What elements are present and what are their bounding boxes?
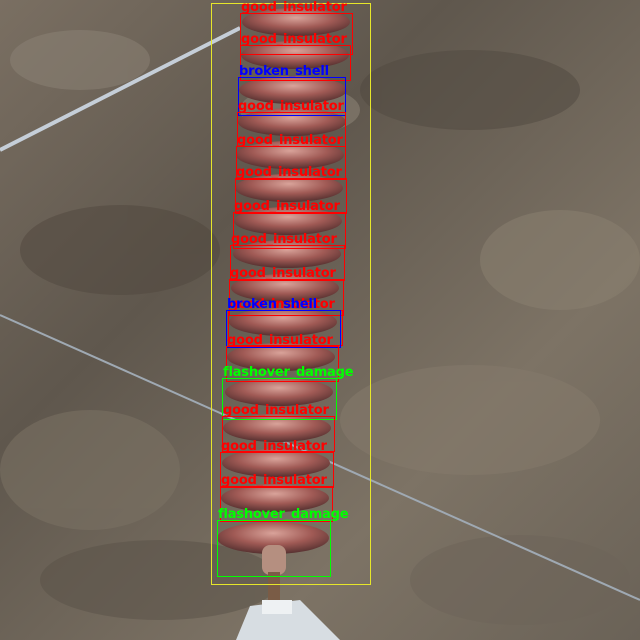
detection-box-string bbox=[211, 3, 371, 585]
detection-box-good-insulator bbox=[236, 146, 346, 180]
detection-label: flashover_damage bbox=[218, 507, 349, 522]
power-line-upper bbox=[0, 26, 241, 152]
detection-label: good_insulator bbox=[236, 165, 342, 180]
detection-label: good_insulator bbox=[229, 297, 335, 312]
detection-label: good_insulator bbox=[238, 99, 344, 114]
detection-box-good-insulator bbox=[220, 452, 334, 488]
detection-label: flashover_damage bbox=[223, 365, 354, 380]
detection-box-good-insulator bbox=[226, 346, 339, 382]
detection-label: good_insulator bbox=[227, 333, 333, 348]
detection-box-good-insulator bbox=[229, 279, 344, 316]
detection-label: good_insulator bbox=[241, 32, 347, 47]
detection-label: good_insulator bbox=[221, 439, 327, 454]
detection-label: broken_shell bbox=[239, 64, 329, 79]
detection-box-good-insulator bbox=[235, 178, 347, 214]
detection-label: good_insulator bbox=[241, 0, 347, 15]
detection-box-flashover-damage bbox=[217, 520, 331, 577]
detection-label: good_insulator bbox=[231, 232, 337, 247]
detection-label: good_insulator bbox=[221, 473, 327, 488]
detection-box-good-insulator bbox=[230, 245, 345, 281]
detection-box-good-insulator bbox=[240, 45, 351, 81]
detection-box-good-insulator bbox=[222, 416, 335, 452]
detection-box-good-insulator bbox=[240, 13, 353, 55]
detection-label: good_insulator bbox=[237, 133, 343, 148]
detection-label: good_insulator bbox=[223, 403, 329, 418]
detection-box-broken-shell bbox=[226, 310, 341, 348]
detection-box-good-insulator bbox=[233, 212, 346, 249]
detection-label: good_insulator bbox=[230, 266, 336, 281]
detection-label: broken_shell bbox=[227, 297, 317, 312]
detection-box-good-insulator bbox=[220, 486, 333, 522]
detection-box-flashover-damage bbox=[222, 378, 337, 420]
fitting-hardware bbox=[236, 545, 340, 640]
detection-box-broken-shell bbox=[238, 77, 346, 116]
detection-label: good_insulator bbox=[234, 199, 340, 214]
insulator-discs bbox=[217, 8, 350, 554]
